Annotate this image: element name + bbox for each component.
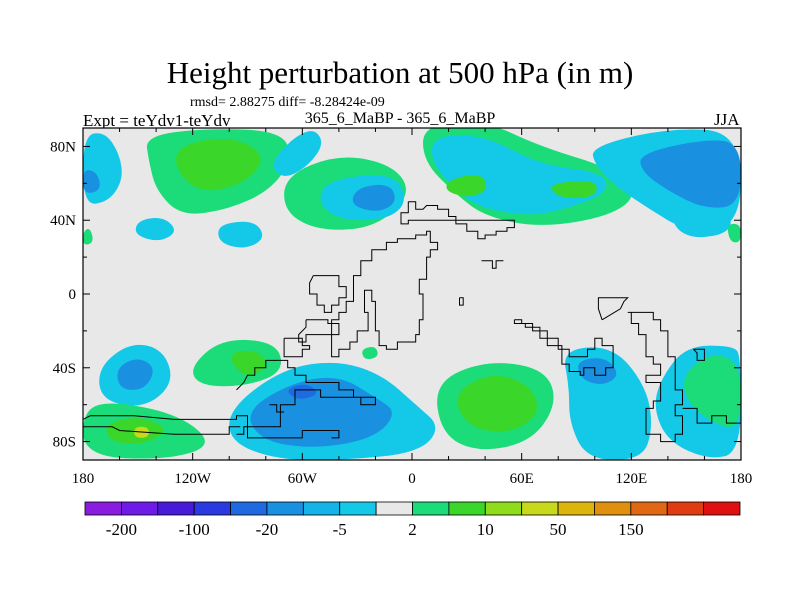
- contour-siberia-lime: [446, 174, 487, 197]
- colorbar-swatch: [84, 501, 122, 516]
- colorbar-label: -100: [179, 520, 210, 539]
- contour-south-lime-1: [231, 350, 266, 375]
- contour-eq-green-blob: [362, 347, 378, 360]
- colorbar-swatch: [266, 501, 304, 516]
- colorbar-swatch: [484, 501, 523, 516]
- coastline-9: [693, 348, 705, 361]
- y-tick-label: 80S: [53, 435, 76, 451]
- x-tick-label: 60W: [288, 471, 318, 487]
- contour-south-green-far: [684, 355, 741, 428]
- colorbar-swatch: [193, 501, 231, 516]
- colorbar-label: -200: [106, 520, 137, 539]
- contour-atlantic-lime: [176, 138, 261, 191]
- contour-south-lime-mid: [457, 375, 537, 432]
- contour-arctic-west-blue: [83, 170, 100, 193]
- coastline-11: [83, 415, 340, 439]
- chart-title: Height perturbation at 500 hPa (in m): [166, 55, 634, 90]
- coastline-13: [283, 337, 311, 358]
- axis-ticks: 180 120W 60W 0 60E 120E 180 80N 40N 0 40S 80S: [50, 128, 752, 487]
- x-tick-label: 120E: [615, 471, 647, 487]
- season-label: JJA: [714, 110, 740, 129]
- experiment-label: Expt = teYdv1-teYdv: [83, 111, 231, 130]
- coastline-2: [298, 319, 340, 343]
- coastline-7: [597, 297, 629, 321]
- y-tick-label: 40N: [50, 213, 76, 229]
- coastline-3: [309, 275, 347, 313]
- x-tick-label: 60E: [510, 471, 534, 487]
- x-tick-label: 0: [408, 471, 416, 487]
- colorbar-swatch: [666, 501, 705, 516]
- coastline-8: [627, 311, 683, 443]
- colorbar-label: 50: [550, 520, 567, 539]
- contour-south-blue-1: [117, 359, 153, 390]
- colorbar-label: 2: [408, 520, 417, 539]
- colorbar-swatch: [448, 501, 486, 516]
- colorbar-label: -5: [333, 520, 347, 539]
- x-tick-label: 120W: [174, 471, 212, 487]
- contour-midlat-cyan-1: [135, 218, 174, 241]
- coastline-15: [269, 404, 285, 413]
- coastline-10: [682, 407, 741, 424]
- coastline-14: [236, 359, 376, 435]
- contour-south-blue-big: [250, 377, 392, 447]
- colorbar-label: 10: [477, 520, 494, 539]
- contour-siberia-lime-2: [551, 181, 597, 199]
- coastline-0: [400, 201, 515, 240]
- colorbar-swatch: [339, 501, 377, 516]
- contour-midlat-cyan-2: [218, 221, 263, 248]
- period-label: 365_6_MaBP - 365_6_MaBP: [304, 110, 496, 127]
- colorbar-swatch: [630, 501, 668, 516]
- contour-euro-blue: [352, 184, 395, 211]
- colorbar-swatch: [230, 501, 268, 516]
- colorbar-label: 150: [618, 520, 644, 539]
- contour-south-blue-east: [578, 358, 617, 384]
- contour-midlat-cyan-3: [673, 211, 731, 238]
- contour-atlantic-ne-cyan: [273, 131, 322, 176]
- colorbar: -200 -100 -20 -5 2 10 50 150: [84, 501, 741, 539]
- coastline-4: [481, 260, 504, 269]
- y-tick-label: 40S: [53, 361, 76, 377]
- colorbar-swatch: [521, 501, 559, 516]
- colorbar-swatch: [557, 501, 595, 516]
- y-tick-label: 0: [69, 287, 77, 303]
- colorbar-swatch: [412, 501, 450, 516]
- colorbar-swatch: [703, 501, 741, 516]
- contour-pacific-ne-blue: [640, 140, 741, 208]
- contour-midlat-green-right: [727, 223, 741, 243]
- coastline-6: [513, 319, 614, 376]
- colorbar-label: -20: [256, 520, 279, 539]
- coastline-12: [83, 426, 241, 435]
- colorbar-swatch: [375, 501, 413, 516]
- colorbar-swatch: [302, 501, 341, 516]
- x-tick-label: 180: [730, 471, 753, 487]
- stats-label: rmsd= 2.88275 diff= -8.28424e-09: [190, 95, 385, 110]
- y-tick-label: 80N: [50, 139, 76, 155]
- colorbar-swatch: [594, 501, 632, 516]
- contour-fields: [83, 128, 741, 460]
- x-tick-label: 180: [72, 471, 95, 487]
- colorbar-swatch: [120, 501, 159, 516]
- coastline-5: [459, 297, 464, 306]
- coastline-1: [331, 230, 439, 358]
- coastlines: [83, 201, 741, 443]
- contour-midlat-green-edge: [83, 229, 93, 245]
- colorbar-swatch: [157, 501, 195, 516]
